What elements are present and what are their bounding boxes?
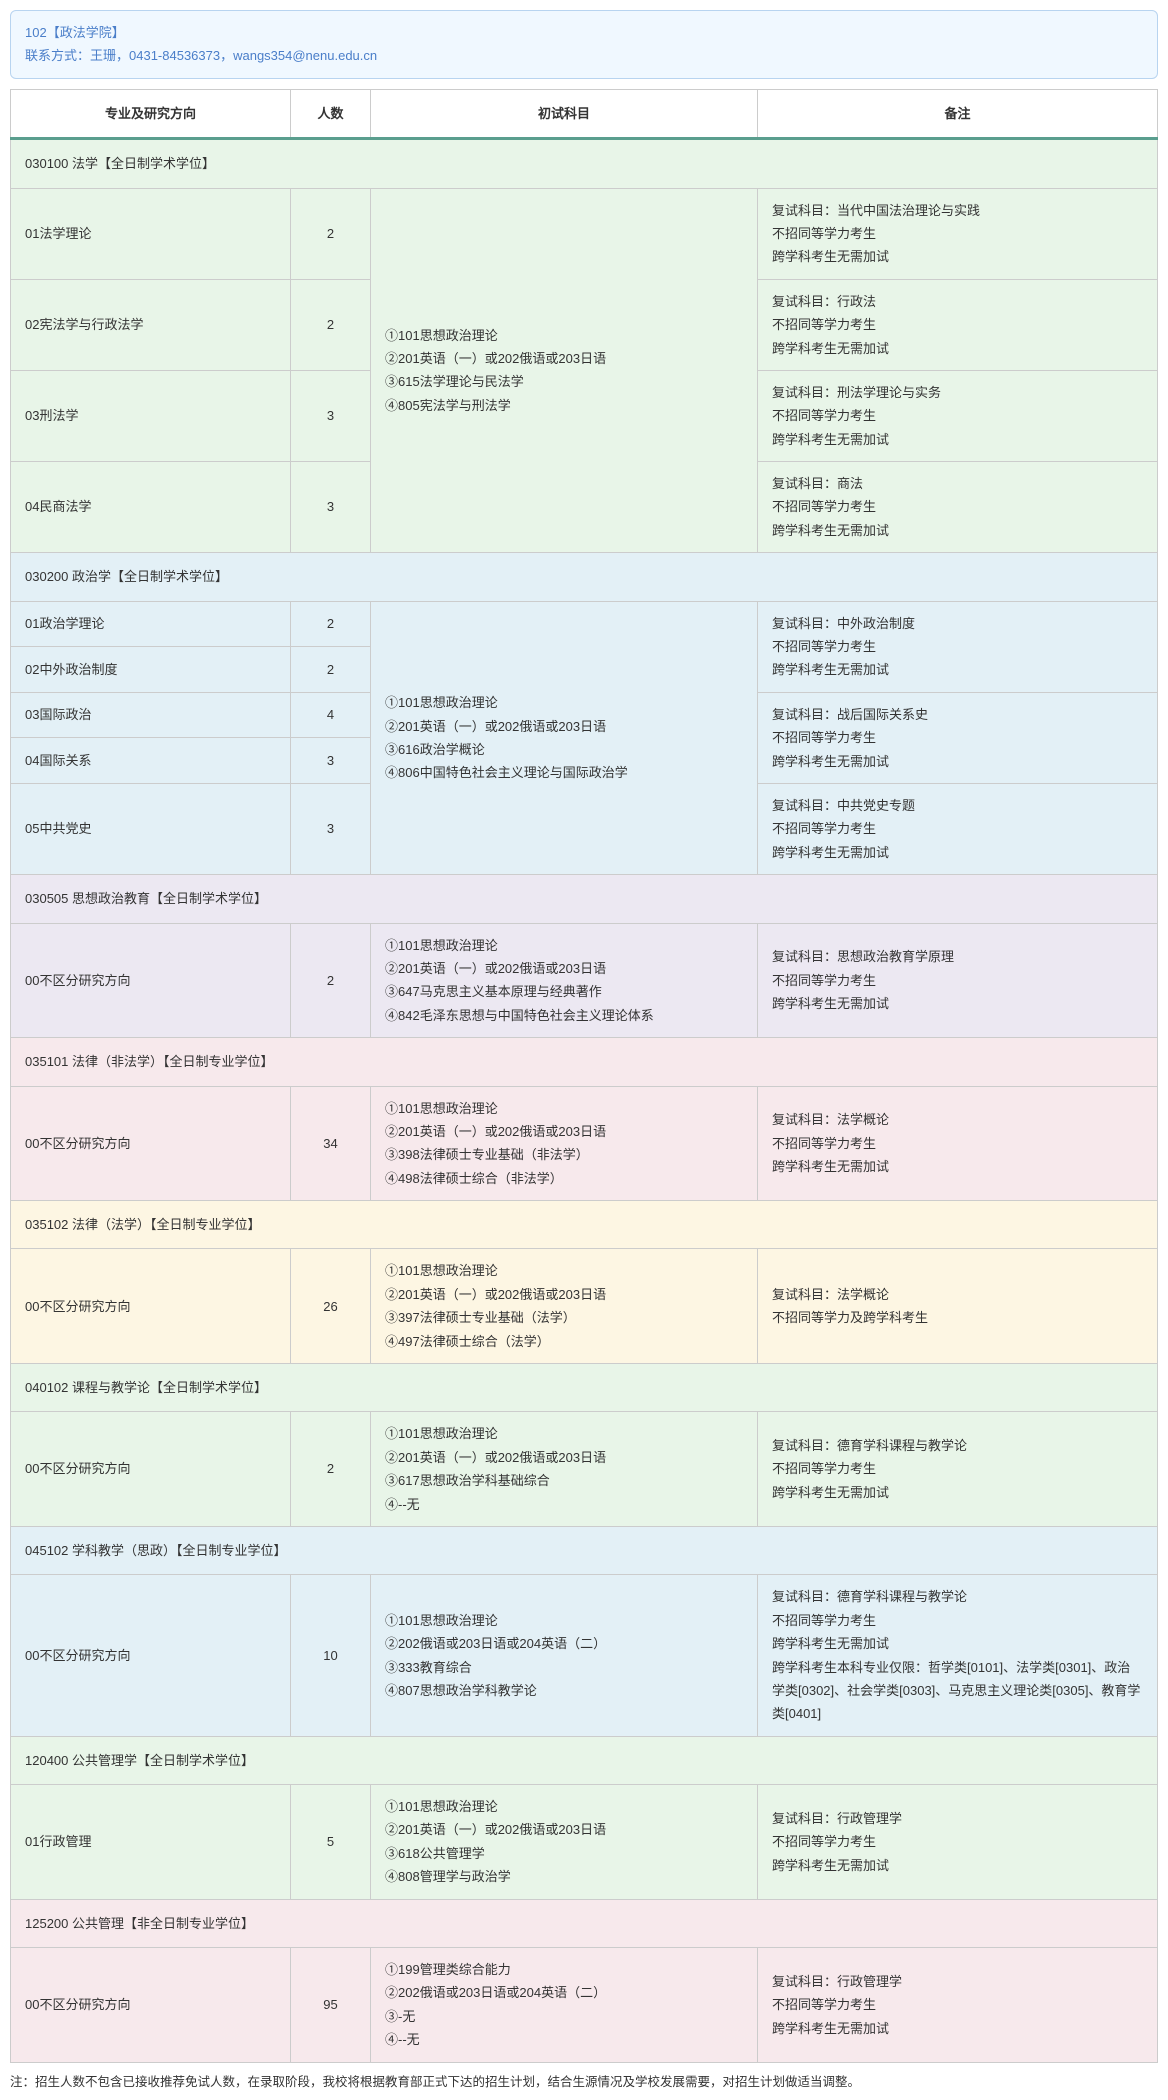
cell-num: 3 <box>291 783 371 874</box>
table-row: 01政治学理论2①101思想政治理论②201英语（一）或202俄语或203日语③… <box>11 601 1158 647</box>
section-header: 125200 公共管理【非全日制专业学位】 <box>11 1899 1158 1947</box>
cell-direction: 00不区分研究方向 <box>11 1086 291 1201</box>
th-num: 人数 <box>291 89 371 138</box>
cell-direction: 00不区分研究方向 <box>11 1412 291 1527</box>
table-row: 00不区分研究方向95①199管理类综合能力②202俄语或203日语或204英语… <box>11 1948 1158 2063</box>
table-row: 01法学理论2①101思想政治理论②201英语（一）或202俄语或203日语③6… <box>11 188 1158 279</box>
cell-subjects: ①101思想政治理论②201英语（一）或202俄语或203日语③397法律硕士专… <box>371 1249 758 1364</box>
contact-line: 联系方式：王珊，0431-84536373，wangs354@nenu.edu.… <box>25 44 1143 67</box>
table-row: 00不区分研究方向34①101思想政治理论②201英语（一）或202俄语或203… <box>11 1086 1158 1201</box>
cell-num: 10 <box>291 1575 371 1736</box>
cell-direction: 00不区分研究方向 <box>11 1948 291 2063</box>
contact-email[interactable]: wangs354@nenu.edu.cn <box>233 48 377 63</box>
th-notes: 备注 <box>758 89 1158 138</box>
cell-note: 复试科目：行政管理学不招同等学力考生跨学科考生无需加试 <box>758 1948 1158 2063</box>
section-title: 030100 法学【全日制学术学位】 <box>11 139 1158 188</box>
cell-direction: 03国际政治 <box>11 692 291 738</box>
section-title: 035102 法律（法学）【全日制专业学位】 <box>11 1201 1158 1249</box>
cell-num: 5 <box>291 1785 371 1900</box>
cell-direction: 01法学理论 <box>11 188 291 279</box>
th-direction: 专业及研究方向 <box>11 89 291 138</box>
cell-num: 2 <box>291 1412 371 1527</box>
cell-subjects: ①101思想政治理论②201英语（一）或202俄语或203日语③647马克思主义… <box>371 923 758 1038</box>
cell-note: 复试科目：当代中国法治理论与实践不招同等学力考生跨学科考生无需加试 <box>758 188 1158 279</box>
programs-table: 专业及研究方向 人数 初试科目 备注 030100 法学【全日制学术学位】01法… <box>10 89 1158 2063</box>
cell-num: 2 <box>291 923 371 1038</box>
section-header: 045102 学科教学（思政）【全日制专业学位】 <box>11 1526 1158 1574</box>
table-row: 00不区分研究方向2①101思想政治理论②201英语（一）或202俄语或203日… <box>11 923 1158 1038</box>
cell-direction: 00不区分研究方向 <box>11 923 291 1038</box>
cell-direction: 04民商法学 <box>11 462 291 553</box>
cell-note: 复试科目：思想政治教育学原理不招同等学力考生跨学科考生无需加试 <box>758 923 1158 1038</box>
dept-code: 102【政法学院】 <box>25 21 1143 44</box>
section-title: 125200 公共管理【非全日制专业学位】 <box>11 1899 1158 1947</box>
cell-subjects: ①199管理类综合能力②202俄语或203日语或204英语（二）③-无④--无 <box>371 1948 758 2063</box>
section-header: 035102 法律（法学）【全日制专业学位】 <box>11 1201 1158 1249</box>
cell-num: 34 <box>291 1086 371 1201</box>
section-title: 120400 公共管理学【全日制学术学位】 <box>11 1736 1158 1784</box>
cell-note: 复试科目：中共党史专题不招同等学力考生跨学科考生无需加试 <box>758 783 1158 874</box>
cell-note: 复试科目：商法不招同等学力考生跨学科考生无需加试 <box>758 462 1158 553</box>
cell-num: 95 <box>291 1948 371 2063</box>
cell-direction: 02宪法学与行政法学 <box>11 279 291 370</box>
cell-note: 复试科目：法学概论不招同等学力考生跨学科考生无需加试 <box>758 1086 1158 1201</box>
section-title: 045102 学科教学（思政）【全日制专业学位】 <box>11 1526 1158 1574</box>
cell-note: 复试科目：法学概论不招同等学力及跨学科考生 <box>758 1249 1158 1364</box>
cell-direction: 00不区分研究方向 <box>11 1575 291 1736</box>
section-title: 030200 政治学【全日制学术学位】 <box>11 553 1158 601</box>
table-row: 00不区分研究方向2①101思想政治理论②201英语（一）或202俄语或203日… <box>11 1412 1158 1527</box>
cell-direction: 04国际关系 <box>11 738 291 784</box>
cell-subjects: ①101思想政治理论②202俄语或203日语或204英语（二）③333教育综合④… <box>371 1575 758 1736</box>
footnote: 注：招生人数不包含已接收推荐免试人数，在录取阶段，我校将根据教育部正式下达的招生… <box>10 2071 1158 2090</box>
cell-num: 3 <box>291 738 371 784</box>
section-header: 030100 法学【全日制学术学位】 <box>11 139 1158 188</box>
cell-direction: 02中外政治制度 <box>11 647 291 693</box>
contact-info-box: 102【政法学院】 联系方式：王珊，0431-84536373，wangs354… <box>10 10 1158 79</box>
cell-num: 3 <box>291 370 371 461</box>
section-title: 030505 思想政治教育【全日制学术学位】 <box>11 875 1158 923</box>
cell-num: 2 <box>291 279 371 370</box>
table-row: 00不区分研究方向10①101思想政治理论②202俄语或203日语或204英语（… <box>11 1575 1158 1736</box>
section-header: 030505 思想政治教育【全日制学术学位】 <box>11 875 1158 923</box>
cell-subjects: ①101思想政治理论②201英语（一）或202俄语或203日语③616政治学概论… <box>371 601 758 875</box>
section-title: 035101 法律（非法学）【全日制专业学位】 <box>11 1038 1158 1086</box>
section-header: 120400 公共管理学【全日制学术学位】 <box>11 1736 1158 1784</box>
cell-num: 2 <box>291 647 371 693</box>
table-row: 01行政管理5①101思想政治理论②201英语（一）或202俄语或203日语③6… <box>11 1785 1158 1900</box>
cell-note: 复试科目：行政管理学不招同等学力考生跨学科考生无需加试 <box>758 1785 1158 1900</box>
section-header: 030200 政治学【全日制学术学位】 <box>11 553 1158 601</box>
cell-num: 2 <box>291 188 371 279</box>
cell-num: 26 <box>291 1249 371 1364</box>
th-subjects: 初试科目 <box>371 89 758 138</box>
contact-label: 联系方式：王珊，0431-84536373， <box>25 48 233 63</box>
cell-subjects: ①101思想政治理论②201英语（一）或202俄语或203日语③618公共管理学… <box>371 1785 758 1900</box>
cell-num: 2 <box>291 601 371 647</box>
cell-direction: 01行政管理 <box>11 1785 291 1900</box>
cell-direction: 05中共党史 <box>11 783 291 874</box>
cell-subjects: ①101思想政治理论②201英语（一）或202俄语或203日语③398法律硕士专… <box>371 1086 758 1201</box>
cell-direction: 00不区分研究方向 <box>11 1249 291 1364</box>
cell-note: 复试科目：行政法不招同等学力考生跨学科考生无需加试 <box>758 279 1158 370</box>
cell-note: 复试科目：德育学科课程与教学论不招同等学力考生跨学科考生无需加试 <box>758 1412 1158 1527</box>
table-row: 00不区分研究方向26①101思想政治理论②201英语（一）或202俄语或203… <box>11 1249 1158 1364</box>
table-header-row: 专业及研究方向 人数 初试科目 备注 <box>11 89 1158 138</box>
section-header: 040102 课程与教学论【全日制学术学位】 <box>11 1364 1158 1412</box>
section-header: 035101 法律（非法学）【全日制专业学位】 <box>11 1038 1158 1086</box>
cell-direction: 01政治学理论 <box>11 601 291 647</box>
cell-note: 复试科目：战后国际关系史不招同等学力考生跨学科考生无需加试 <box>758 692 1158 783</box>
cell-note: 复试科目：刑法学理论与实务不招同等学力考生跨学科考生无需加试 <box>758 370 1158 461</box>
cell-num: 4 <box>291 692 371 738</box>
cell-subjects: ①101思想政治理论②201英语（一）或202俄语或203日语③617思想政治学… <box>371 1412 758 1527</box>
cell-note: 复试科目：德育学科课程与教学论不招同等学力考生跨学科考生无需加试跨学科考生本科专… <box>758 1575 1158 1736</box>
cell-direction: 03刑法学 <box>11 370 291 461</box>
cell-note: 复试科目：中外政治制度不招同等学力考生跨学科考生无需加试 <box>758 601 1158 692</box>
section-title: 040102 课程与教学论【全日制学术学位】 <box>11 1364 1158 1412</box>
cell-num: 3 <box>291 462 371 553</box>
cell-subjects: ①101思想政治理论②201英语（一）或202俄语或203日语③615法学理论与… <box>371 188 758 553</box>
